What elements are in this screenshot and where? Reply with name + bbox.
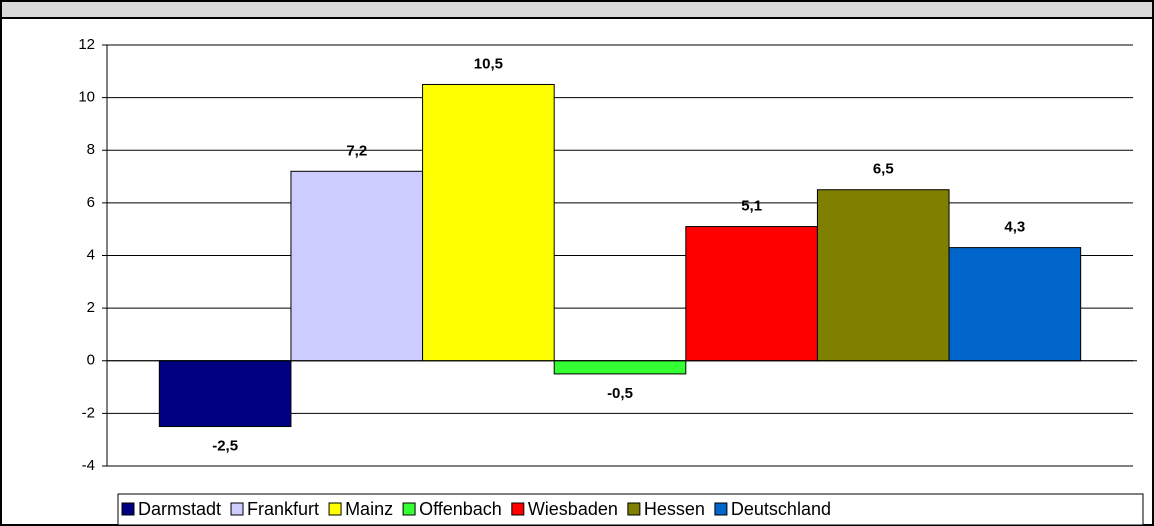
legend-label: Darmstadt [138, 499, 221, 519]
bar [816, 189, 950, 362]
legend-label: Wiesbaden [528, 499, 618, 519]
y-tick-label: 4 [87, 246, 95, 263]
legend-label: Deutschland [731, 499, 831, 519]
y-tick-label: 8 [87, 141, 95, 158]
header-strip [0, 0, 1154, 19]
bar [685, 226, 818, 362]
legend-swatch [627, 502, 641, 516]
value-label: -2,5 [212, 438, 238, 455]
legend-label: Offenbach [419, 499, 502, 519]
y-tick-label: -2 [82, 404, 95, 421]
bar [948, 247, 1082, 362]
value-label: 4,3 [1004, 219, 1025, 236]
value-label: 10,5 [474, 55, 503, 72]
bar [158, 360, 292, 428]
legend-swatch [511, 502, 525, 516]
legend-label: Hessen [644, 499, 705, 519]
value-label: -0,5 [607, 385, 633, 402]
y-tick-label: 12 [78, 36, 95, 53]
legend-swatch [230, 502, 244, 516]
legend-swatch [328, 502, 342, 516]
y-tick-label: 2 [87, 299, 95, 316]
value-label: 6,5 [873, 161, 894, 178]
legend-label: Mainz [345, 499, 393, 519]
value-label: 5,1 [741, 198, 762, 215]
bar [553, 360, 687, 375]
bar [422, 83, 555, 362]
value-label: 7,2 [346, 142, 367, 159]
y-tick-label: 6 [87, 194, 95, 211]
legend-swatch [402, 502, 416, 516]
y-tick-label: -4 [82, 457, 95, 474]
legend-swatch [121, 502, 135, 516]
legend-swatch [714, 502, 728, 516]
y-tick-label: 0 [87, 352, 95, 369]
legend-label: Frankfurt [247, 499, 319, 519]
y-tick-label: 10 [78, 89, 95, 106]
bar [290, 170, 424, 362]
